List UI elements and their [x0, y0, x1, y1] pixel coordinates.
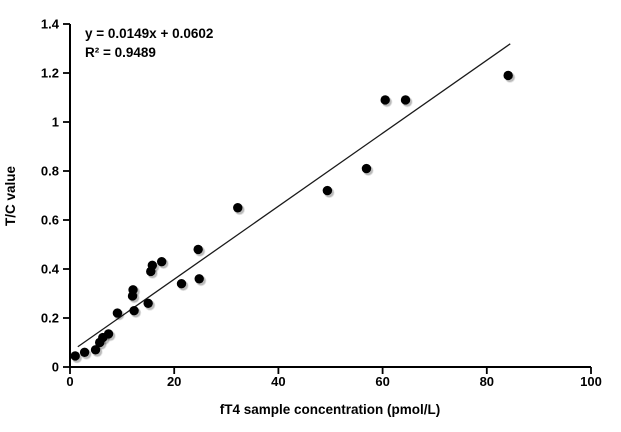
- x-tick-label: 20: [167, 374, 181, 389]
- trend-line: [77, 43, 511, 348]
- data-point: [194, 274, 204, 284]
- data-point: [400, 95, 411, 105]
- data-point: [70, 351, 80, 361]
- x-axis-title: fT4 sample concentration (pmol/L): [220, 402, 441, 417]
- y-axis-title: T/C value: [3, 166, 18, 227]
- x-tick-label: 80: [480, 374, 494, 389]
- data-layer: [70, 43, 516, 364]
- data-point: [128, 285, 138, 295]
- x-tick-label: 40: [271, 374, 285, 389]
- y-tick-label: 1.2: [41, 66, 59, 81]
- data-point: [503, 70, 513, 81]
- equation-text: y = 0.0149x + 0.0602: [85, 26, 213, 41]
- y-tick-label: 0.4: [41, 262, 60, 277]
- data-point: [143, 298, 153, 308]
- data-point: [193, 244, 203, 255]
- data-point: [112, 308, 123, 318]
- y-tick-label: 1: [52, 115, 59, 130]
- y-tick-label: 0: [52, 360, 59, 375]
- data-point: [90, 345, 101, 355]
- y-tick-label: 0.8: [41, 164, 59, 179]
- data-point: [233, 203, 243, 213]
- y-tick-label: 1.4: [41, 17, 60, 32]
- x-tick-label: 60: [375, 374, 389, 389]
- data-point: [147, 260, 158, 271]
- data-point: [176, 279, 187, 289]
- axes-layer: 0 0.2 0.4 0.6 0.8 1 1.2 1.4 0 20 40 60 80 100: [41, 17, 602, 390]
- data-point: [380, 95, 390, 105]
- data-point: [103, 329, 114, 339]
- data-point: [79, 347, 90, 357]
- data-point: [322, 185, 333, 196]
- y-tick-label: 0.6: [41, 213, 59, 228]
- data-point: [129, 305, 139, 316]
- data-point: [361, 163, 372, 174]
- data-point: [156, 256, 167, 267]
- r-squared-text: R² = 0.9489: [85, 45, 156, 60]
- x-tick-label: 0: [66, 374, 73, 389]
- y-tick-label: 0.2: [41, 311, 59, 326]
- x-tick-label: 100: [580, 374, 602, 389]
